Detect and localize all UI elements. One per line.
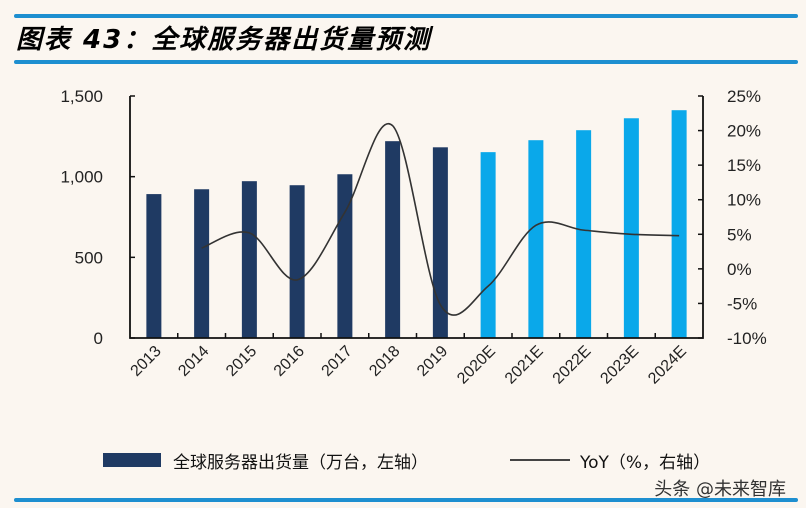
bar-2024E (671, 110, 687, 339)
bar-2020E (480, 152, 496, 338)
bar-2021E (528, 140, 544, 338)
top-rule (14, 14, 798, 18)
bar-2014 (194, 189, 210, 338)
x-axis-tick: 2016 (271, 343, 308, 380)
legend-bar-swatch (103, 453, 161, 467)
bar-2018 (385, 141, 401, 338)
x-axis-tick: 2017 (319, 343, 356, 380)
x-axis-tick: 2014 (175, 343, 212, 380)
x-axis-tick: 2019 (414, 343, 451, 380)
bar-2013 (146, 194, 162, 338)
axes (129, 95, 704, 339)
bar-2017 (337, 174, 353, 338)
x-axis-tick: 2020E (454, 343, 499, 388)
left-axis-tick: 500 (75, 248, 103, 267)
x-axis-tick: 2015 (223, 343, 260, 380)
title-underline-rule (14, 60, 798, 64)
x-axis-tick: 2013 (128, 343, 165, 380)
legend-line: YoY（%，右轴） (510, 449, 711, 473)
right-axis-tick: 5% (727, 225, 752, 244)
x-axis-tick: 2022E (550, 343, 595, 388)
watermark: 头条 @未来智库 (654, 479, 786, 500)
x-axis-tick: 2021E (502, 343, 547, 388)
yoy-line-series (201, 122, 680, 316)
right-axis-tick: 20% (727, 122, 761, 141)
legend-line-label: YoY（%，右轴） (580, 452, 711, 473)
bar-2015 (241, 181, 257, 338)
x-axis-labels: 2013 2014 2015 2016 2017 2018 2019 2020E 2021E 20… (128, 343, 690, 388)
legend-bar-label: 全球服务器出货量（万台，左轴） (173, 452, 428, 473)
chart-title: 图表 43：全球服务器出货量预测 (16, 25, 432, 55)
right-axis-tick: -10% (727, 329, 767, 348)
left-axis-tick: 1,000 (60, 168, 103, 187)
x-axis-tick: 2018 (366, 343, 403, 380)
x-axis-tick: 2023E (597, 343, 642, 388)
legend-line-swatch (510, 459, 570, 461)
left-axis-tick: 1,500 (60, 87, 103, 106)
right-axis-tick: 0% (727, 260, 752, 279)
right-axis-tick: 25% (727, 87, 761, 106)
right-axis-tick: 15% (727, 156, 761, 175)
bar-2023E (623, 118, 639, 338)
right-axis-tick: 10% (727, 191, 761, 210)
bottom-rule (14, 498, 798, 502)
legend-bar: 全球服务器出货量（万台，左轴） (103, 449, 428, 473)
left-axis-labels: 0 500 1,000 1,500 (60, 87, 103, 348)
right-axis-labels: -10% -5% 0% 5% 10% 15% 20% 25% (727, 87, 767, 348)
x-axis-tick: 2024E (645, 343, 690, 388)
left-axis-tick: 0 (94, 329, 103, 348)
bar-2022E (576, 130, 592, 338)
bar-2016 (289, 185, 305, 338)
bar-2019 (432, 147, 448, 338)
right-axis-tick: -5% (727, 294, 757, 313)
bar-series (146, 110, 687, 339)
